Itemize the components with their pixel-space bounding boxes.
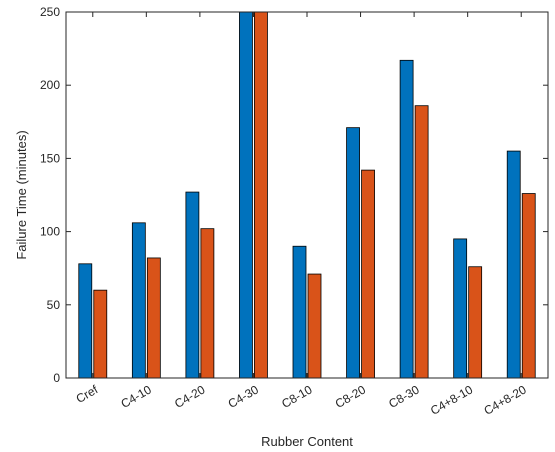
- x-tick-label: C8-30: [386, 382, 422, 411]
- x-tick-label: C4-20: [172, 382, 208, 411]
- bar-1-C4-10: [131, 222, 146, 379]
- bar-2-C4+8-10: [468, 266, 483, 379]
- bar-2-C4-30: [254, 11, 268, 379]
- x-tick-label: C4+8-20: [482, 382, 529, 417]
- bar-2-C4+8-20: [521, 193, 536, 379]
- bar-2-C8-10: [307, 273, 322, 379]
- x-axis-title: Rubber Content: [261, 434, 353, 449]
- x-tick-label: C4-10: [119, 382, 155, 411]
- bar-2-C8-30: [414, 105, 429, 379]
- x-tick-label: C4-30: [226, 382, 262, 411]
- x-tick-label: C8-10: [279, 382, 315, 411]
- bar-2-C8-20: [361, 169, 375, 379]
- bar-2-C4-10: [146, 257, 161, 379]
- bar-1-C4-20: [185, 191, 200, 379]
- bar-1-Cref: [78, 263, 93, 379]
- bars-group: [78, 11, 536, 379]
- x-tick-label: C4+8-10: [428, 382, 475, 417]
- bar-1-C4+8-10: [453, 238, 468, 379]
- x-tick-label: C8-20: [333, 382, 369, 411]
- bar-2-Cref: [93, 289, 108, 379]
- bar-1-C8-30: [399, 59, 414, 379]
- y-tick-label: 200: [40, 78, 60, 92]
- y-tick-label: 250: [40, 5, 60, 19]
- y-tick-label: 50: [47, 298, 61, 312]
- bar-1-C4-30: [239, 11, 253, 379]
- y-tick-label: 150: [40, 151, 60, 165]
- bar-2-C4-20: [200, 228, 215, 379]
- y-tick-label: 100: [40, 225, 60, 239]
- y-axis-title: Failure Time (minutes): [14, 130, 29, 259]
- bar-1-C4+8-20: [506, 150, 521, 379]
- y-tick-label: 0: [53, 371, 60, 385]
- bar-1-C8-20: [346, 127, 360, 379]
- bar-1-C8-10: [292, 245, 307, 379]
- x-tick-label: Cref: [74, 382, 101, 406]
